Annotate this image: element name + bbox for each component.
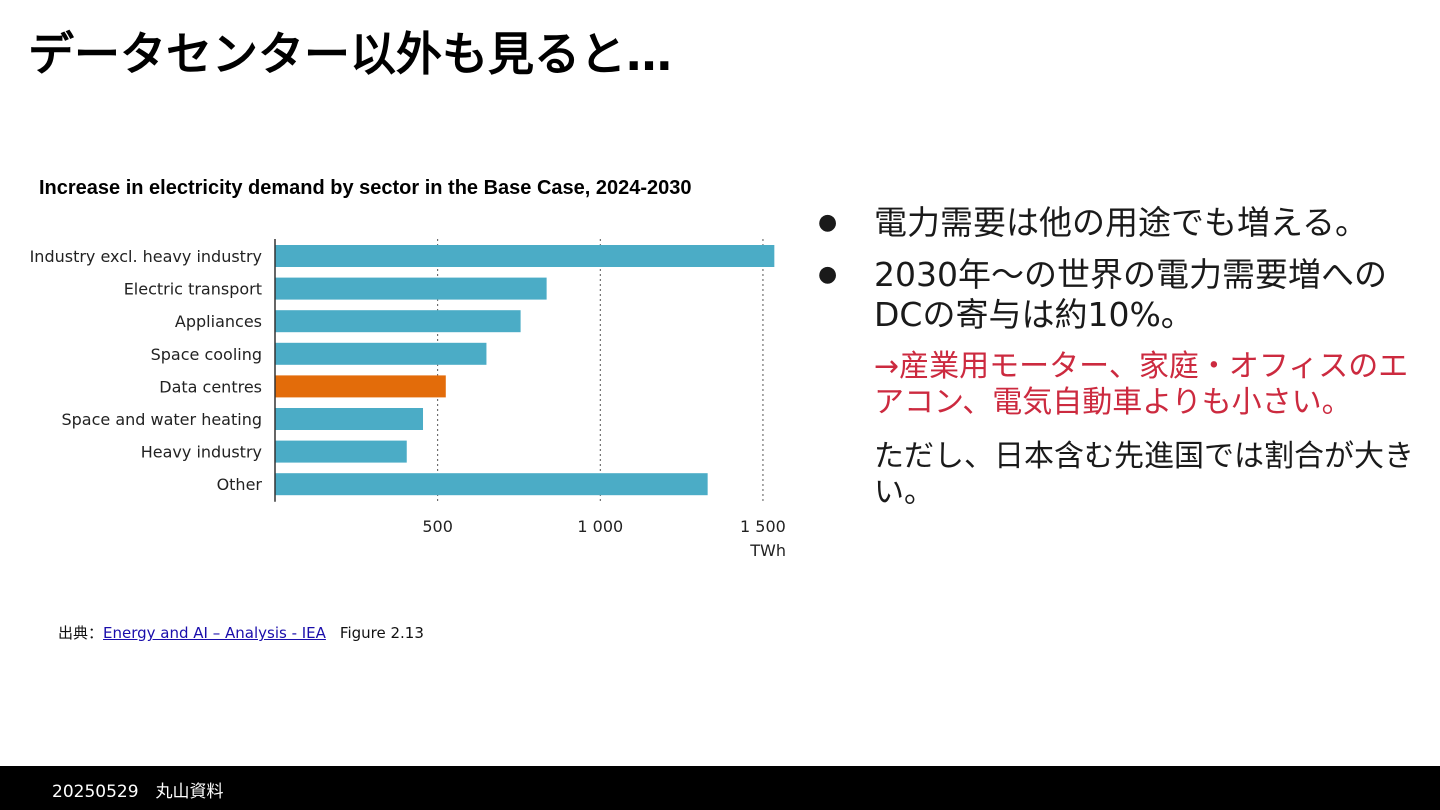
- source-figure: Figure 2.13: [339, 624, 424, 642]
- note-developed-countries: ただし、日本含む先進国では割合が大きい。: [874, 439, 1414, 510]
- chart-title: Increase in electricity demand by sector…: [39, 177, 692, 199]
- x-tick-label: 1 000: [577, 517, 623, 536]
- source-link[interactable]: Energy and AI – Analysis - IEA: [103, 624, 326, 642]
- source-citation: 出典：Energy and AI – Analysis - IEA Figure …: [58, 622, 424, 643]
- category-label: Appliances: [175, 312, 262, 331]
- bullet-dot-icon: ●: [818, 210, 838, 235]
- bar-space-and-water-heating: [275, 408, 424, 430]
- bullet-dot-icon: ●: [818, 262, 838, 287]
- bar-other: [275, 473, 708, 496]
- bar-chart: Industry excl. heavy industry Electric tr…: [30, 239, 786, 560]
- bar-heavy-industry: [275, 440, 407, 463]
- source-prefix: 出典：: [58, 624, 104, 642]
- bullet-item: ● 電力需要は他の用途でも増える。: [818, 203, 1418, 243]
- bullet-text: 電力需要は他の用途でも増える。: [874, 203, 1369, 242]
- footer-text: 20250529 丸山資料: [52, 782, 224, 802]
- bar-appliances: [275, 310, 521, 333]
- bullet-text: 2030年～の世界の電力需要増へのDCの寄与は約10%。: [874, 255, 1387, 334]
- bar-industry-excl-heavy-industry: [275, 245, 775, 267]
- note-comparison: →産業用モーター、家庭・オフィスのエアコン、電気自動車よりも小さい。: [874, 349, 1409, 420]
- footer-bar: 20250529 丸山資料: [0, 766, 1440, 810]
- bar-data-centres: [275, 375, 446, 398]
- slide-title: データセンター以外も見ると…: [28, 27, 672, 81]
- x-tick-label: 500: [422, 517, 453, 536]
- category-label: Industry excl. heavy industry: [30, 247, 262, 266]
- bar-electric-transport: [275, 277, 547, 300]
- x-tick-label: 1 500: [740, 517, 786, 536]
- category-label: Space and water heating: [61, 410, 262, 429]
- bullet-item: ● 2030年～の世界の電力需要増へのDCの寄与は約10%。: [818, 255, 1418, 335]
- category-label: Electric transport: [124, 280, 262, 299]
- category-label: Heavy industry: [141, 443, 262, 462]
- bullet-list: ● 電力需要は他の用途でも増える。 ● 2030年～の世界の電力需要増へのDCの…: [818, 203, 1418, 511]
- category-label: Other: [217, 475, 263, 494]
- x-axis-unit-label: TWh: [749, 541, 786, 560]
- category-label: Space cooling: [151, 345, 262, 364]
- category-label: Data centres: [159, 377, 262, 396]
- bar-space-cooling: [275, 342, 487, 365]
